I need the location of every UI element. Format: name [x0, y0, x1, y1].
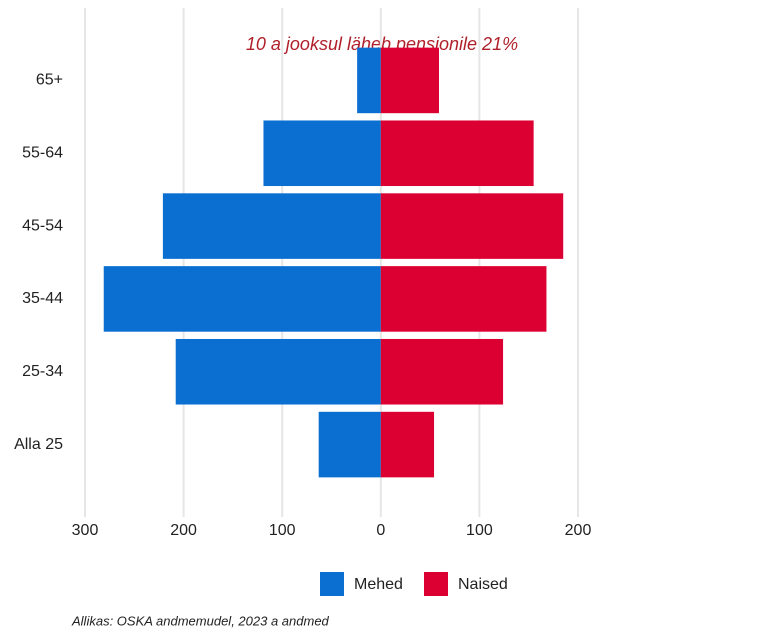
bar	[103, 266, 381, 332]
bar	[175, 338, 381, 405]
legend-swatch	[320, 572, 344, 596]
x-tick-label: 100	[466, 522, 493, 539]
bar	[357, 47, 381, 114]
y-tick-label: 65+	[36, 72, 63, 89]
legend-swatch	[424, 572, 448, 596]
legend-label: Mehed	[354, 576, 403, 593]
bar	[380, 411, 435, 478]
x-tick-label: 200	[170, 522, 197, 539]
legend-label: Naised	[458, 576, 508, 593]
y-tick-label: 35-44	[22, 290, 63, 307]
bar	[380, 266, 547, 332]
y-tick-label: 55-64	[22, 144, 63, 161]
bar	[380, 338, 504, 405]
bar	[263, 120, 381, 187]
bar	[380, 193, 564, 259]
annotation: 10 a jooksul läheb pensionile 21%	[246, 34, 518, 54]
x-tick-label: 300	[72, 522, 99, 539]
x-tick-label: 0	[376, 522, 385, 539]
y-tick-label: Alla 25	[14, 436, 63, 453]
x-tick-label: 100	[269, 522, 296, 539]
x-tick-label: 200	[565, 522, 592, 539]
bar	[380, 120, 534, 187]
bar	[162, 193, 381, 259]
bar	[380, 47, 439, 114]
source-note: Allikas: OSKA andmemudel, 2023 a andmed	[71, 613, 330, 628]
bar	[318, 411, 381, 478]
y-tick-label: 25-34	[22, 363, 63, 380]
y-tick-label: 45-54	[22, 217, 63, 234]
